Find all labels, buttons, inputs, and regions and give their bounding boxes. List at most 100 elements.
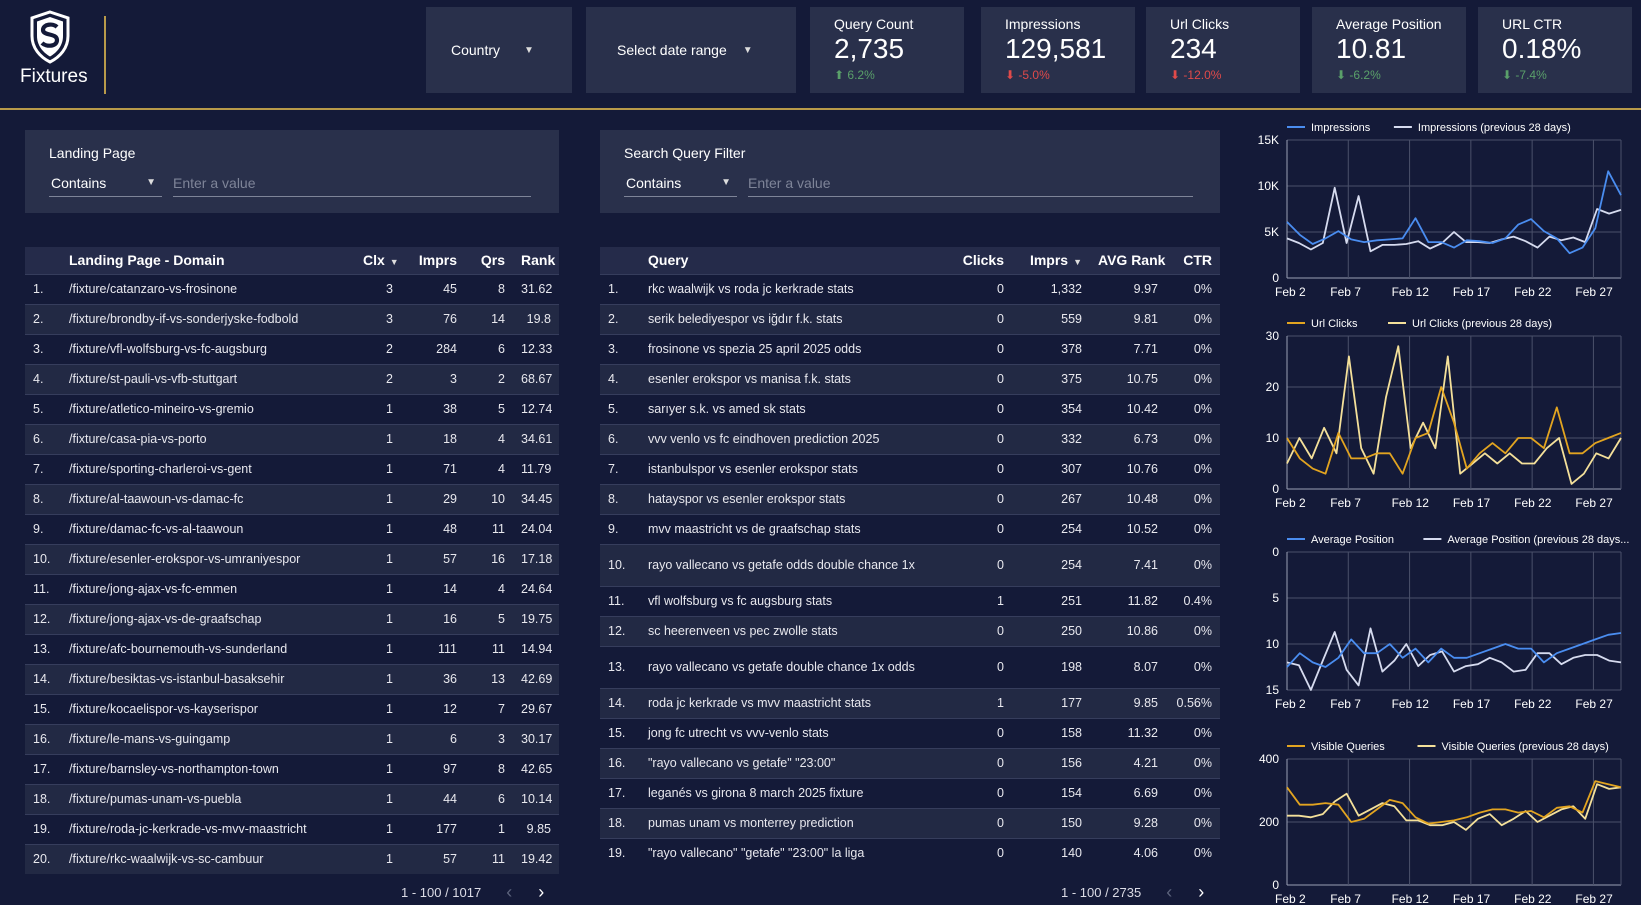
- cell-rank: 17.18: [513, 543, 559, 574]
- legend-label: Impressions: [1311, 122, 1371, 134]
- column-header-rank[interactable]: Rank: [521, 252, 556, 269]
- table-row[interactable]: 2./fixture/brondby-if-vs-sonderjyske-fod…: [25, 303, 559, 334]
- table-row[interactable]: 13./fixture/afc-bournemouth-vs-sunderlan…: [25, 633, 559, 664]
- series-line[interactable]: [1286, 170, 1622, 255]
- column-header-landing-page[interactable]: Landing Page - Domain: [69, 252, 225, 269]
- cell-rank: 19.42: [513, 843, 559, 874]
- legend-item[interactable]: Impressions (previous 28 days): [1393, 122, 1571, 134]
- column-header-imprs[interactable]: Imprs ▼: [1029, 252, 1082, 269]
- series-line[interactable]: [1286, 780, 1622, 825]
- legend-item[interactable]: Average Position (previous 28 days...: [1423, 534, 1629, 546]
- table-row[interactable]: 11. vfl wolfsburg vs fc augsburg stats 1 25…: [600, 585, 1220, 616]
- table-row[interactable]: 4./fixture/st-pauli-vs-vfb-stuttgart 2 3 2 6…: [25, 363, 559, 394]
- table-row[interactable]: 5./fixture/atletico-mineiro-vs-gremio 1 38…: [25, 393, 559, 424]
- table-row[interactable]: 19./fixture/roda-jc-kerkrade-vs-mvv-maas…: [25, 813, 559, 844]
- chevron-right-icon[interactable]: ›: [538, 882, 545, 902]
- table-row[interactable]: 15. jong fc utrecht vs vvv-venlo stats 0 15…: [600, 717, 1220, 748]
- cell-rank: 24.64: [513, 573, 559, 604]
- table-row[interactable]: 1. rkc waalwijk vs roda jc kerkrade stats…: [600, 273, 1220, 304]
- table-row[interactable]: 16./fixture/le-mans-vs-guingamp 1 6 3 30.17: [25, 723, 559, 754]
- cell-clx: 1: [355, 453, 401, 484]
- x-tick-label: Feb 12: [1392, 496, 1430, 510]
- table-row[interactable]: 18./fixture/pumas-unam-vs-puebla 1 44 6 10.1…: [25, 783, 559, 814]
- y-tick-label: 15K: [1258, 133, 1279, 147]
- cell-clicks: 1: [940, 585, 1012, 616]
- cell-query: istanbulspor vs esenler erokspor stats: [640, 453, 940, 484]
- chevron-left-icon[interactable]: ‹: [1166, 882, 1173, 902]
- date-range-picker[interactable]: Select date range ▼: [586, 7, 796, 93]
- table-row[interactable]: 3./fixture/vfl-wolfsburg-vs-fc-augsburg 2…: [25, 333, 559, 364]
- country-dropdown[interactable]: Country ▼: [426, 7, 572, 93]
- cell-qrs: 11: [465, 513, 513, 544]
- table-row[interactable]: 6./fixture/casa-pia-vs-porto 1 18 4 34.61: [25, 423, 559, 454]
- table-row[interactable]: 15./fixture/kocaelispor-vs-kayserispor 1 1…: [25, 693, 559, 724]
- series-line[interactable]: [1286, 386, 1622, 475]
- legend-item[interactable]: Url Clicks (previous 28 days): [1388, 318, 1552, 330]
- column-header-clx[interactable]: Clx ▼: [363, 252, 399, 269]
- table-row[interactable]: 12./fixture/jong-ajax-vs-de-graafschap 1 1…: [25, 603, 559, 634]
- table-row[interactable]: 18. pumas unam vs monterrey prediction 0 15…: [600, 807, 1220, 838]
- landing-value-input[interactable]: [173, 170, 531, 197]
- table-row[interactable]: 7./fixture/sporting-charleroi-vs-gent 1 71…: [25, 453, 559, 484]
- series-line[interactable]: [1287, 783, 1622, 831]
- table-row[interactable]: 17. leganés vs girona 8 march 2025 fixtur…: [600, 777, 1220, 808]
- query-operator-select[interactable]: Contains ▼: [624, 170, 737, 197]
- column-header-ctr[interactable]: CTR: [1183, 252, 1212, 269]
- series-line[interactable]: [1286, 186, 1622, 253]
- cell-landing-page: /fixture/afc-bournemouth-vs-sunderland: [61, 633, 355, 664]
- table-row[interactable]: 10./fixture/esenler-erokspor-vs-umraniye…: [25, 543, 559, 574]
- table-row[interactable]: 1./fixture/catanzaro-vs-frosinone 3 45 8 31.…: [25, 273, 559, 304]
- table-row[interactable]: 8./fixture/al-taawoun-vs-damac-fc 1 29 10 34…: [25, 483, 559, 514]
- legend-item[interactable]: Visible Queries (previous 28 days): [1417, 741, 1609, 753]
- legend-item[interactable]: Impressions: [1287, 122, 1371, 134]
- table-row[interactable]: 16. "rayo vallecano vs getafe" "23:00" 0 15…: [600, 747, 1220, 778]
- table-row[interactable]: 11./fixture/jong-ajax-vs-fc-emmen 1 14 4 24.…: [25, 573, 559, 604]
- table-row[interactable]: 5. sarıyer s.k. vs amed sk stats 0 354 10.42…: [600, 393, 1220, 424]
- column-header-clicks[interactable]: Clicks: [962, 252, 1004, 269]
- query-value-input[interactable]: [748, 170, 1193, 197]
- chevron-down-icon: ▼: [524, 44, 534, 56]
- series-line[interactable]: [1286, 632, 1622, 668]
- row-index: 8.: [25, 483, 61, 514]
- table-row[interactable]: 17./fixture/barnsley-vs-northampton-town…: [25, 753, 559, 784]
- chevron-right-icon[interactable]: ›: [1198, 882, 1205, 902]
- table-row[interactable]: 2. serik belediyespor vs iğdır f.k. stats…: [600, 303, 1220, 334]
- column-header-query[interactable]: Query: [648, 252, 689, 269]
- legend-item[interactable]: Url Clicks: [1287, 318, 1358, 330]
- table-row[interactable]: 9./fixture/damac-fc-vs-al-taawoun 1 48 11 24…: [25, 513, 559, 544]
- table-row[interactable]: 4. esenler erokspor vs manisa f.k. stats 0…: [600, 363, 1220, 394]
- cell-query: jong fc utrecht vs vvv-venlo stats: [640, 717, 940, 748]
- cell-clicks: 0: [940, 303, 1012, 334]
- column-header-qrs[interactable]: Qrs: [480, 252, 505, 269]
- table-row[interactable]: 19. "rayo vallecano" "getafe" "23:00" la …: [600, 837, 1220, 868]
- legend-item[interactable]: Visible Queries: [1287, 741, 1385, 753]
- brand-logo[interactable]: Fixtures: [20, 10, 88, 90]
- table-row[interactable]: 8. hatayspor vs esenler erokspor stats 0 26…: [600, 483, 1220, 514]
- cell-clicks: 0: [940, 453, 1012, 484]
- table-row[interactable]: 3. frosinone vs spezia 25 april 2025 odds…: [600, 333, 1220, 364]
- table-row[interactable]: 20./fixture/rkc-waalwijk-vs-sc-cambuur 1 5…: [25, 843, 559, 874]
- table-row[interactable]: 9. mvv maastricht vs de graafschap stats 0…: [600, 513, 1220, 544]
- x-tick-label: Feb 12: [1392, 697, 1430, 711]
- landing-operator-select[interactable]: Contains ▼: [49, 170, 162, 197]
- cell-imprs: 18: [401, 423, 465, 454]
- chevron-left-icon[interactable]: ‹: [506, 882, 513, 902]
- cell-query: hatayspor vs esenler erokspor stats: [640, 483, 940, 514]
- legend-item[interactable]: Average Position: [1287, 534, 1394, 546]
- table-row[interactable]: 12. sc heerenveen vs pec zwolle stats 0 250…: [600, 615, 1220, 646]
- series-line[interactable]: [1286, 345, 1622, 485]
- cell-query: leganés vs girona 8 march 2025 fixture: [640, 777, 940, 808]
- series-line[interactable]: [1286, 627, 1622, 691]
- table-row[interactable]: 14./fixture/besiktas-vs-istanbul-basakse…: [25, 663, 559, 694]
- cell-rank: 30.17: [513, 723, 559, 754]
- table-row[interactable]: 13. rayo vallecano vs getafe double chanc…: [600, 645, 1220, 688]
- cell-qrs: 13: [465, 663, 513, 694]
- table-row[interactable]: 10. rayo vallecano vs getafe odds double …: [600, 543, 1220, 586]
- column-header-avg-rank[interactable]: AVG Rank: [1098, 252, 1166, 269]
- column-header-imprs[interactable]: Imprs: [418, 252, 457, 269]
- table-row[interactable]: 14. roda jc kerkrade vs mvv maastricht st…: [600, 687, 1220, 718]
- cell-avg-rank: 10.75: [1090, 363, 1166, 394]
- table-row[interactable]: 6. vvv venlo vs fc eindhoven prediction 2…: [600, 423, 1220, 454]
- cell-qrs: 6: [465, 333, 513, 364]
- table-row[interactable]: 7. istanbulspor vs esenler erokspor stats…: [600, 453, 1220, 484]
